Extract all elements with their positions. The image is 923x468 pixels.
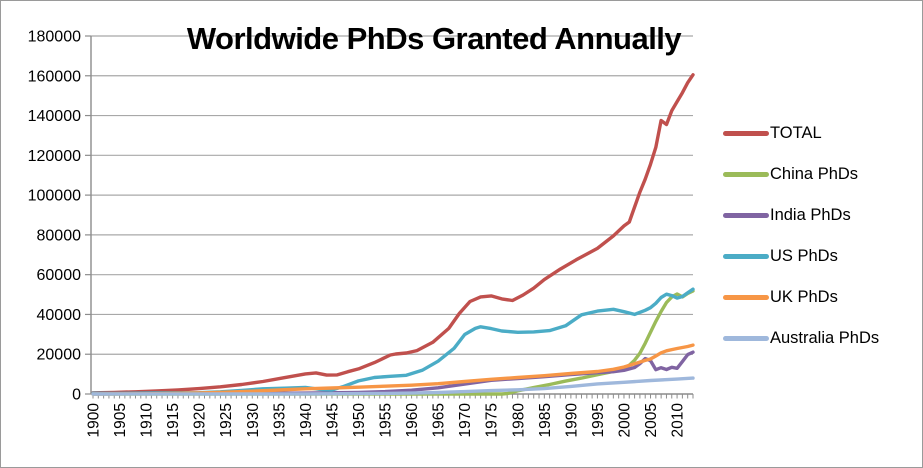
x-axis-tick-label: 2000 <box>616 403 633 438</box>
x-axis-tick-label: 1910 <box>139 403 156 438</box>
x-axis-tick-label: 1990 <box>563 403 580 438</box>
legend-swatch-uk-icon <box>723 295 769 300</box>
chart-title: Worldwide PhDs Granted Annually <box>186 21 682 56</box>
x-axis-tick-label: 1915 <box>165 403 182 437</box>
y-axis-tick-label: 180000 <box>28 29 81 46</box>
legend-label-us: US PhDs <box>770 247 838 265</box>
x-axis-tick-label: 1965 <box>431 403 448 437</box>
legend-label-total: TOTAL <box>770 124 822 142</box>
x-axis-tick-label: 1960 <box>404 403 421 438</box>
series-line-us-phds <box>91 287 695 396</box>
legend-label-china: China PhDs <box>770 165 859 183</box>
x-axis-tick-label: 1970 <box>457 403 474 438</box>
series-line-china-phds <box>91 289 695 396</box>
x-axis-tick-label: 2005 <box>643 403 660 437</box>
x-axis-tick-label: 1980 <box>510 403 527 438</box>
x-axis-tick-label: 1935 <box>271 403 288 437</box>
x-axis-tick-label: 2010 <box>670 403 687 438</box>
x-axis-tick-label: 1975 <box>484 403 501 437</box>
y-axis-tick-label: 160000 <box>28 68 81 85</box>
x-axis-tick-label: 1950 <box>351 403 368 438</box>
legend-label-uk: UK PhDs <box>770 288 838 306</box>
legend-label-india: India PhDs <box>770 206 851 224</box>
legend-swatch-india-icon <box>723 213 769 218</box>
legend-item-uk: UK PhDs <box>723 277 879 318</box>
legend-swatch-china-icon <box>723 172 769 177</box>
x-axis-tick-label: 1925 <box>218 403 235 437</box>
x-axis-tick-label: 1900 <box>86 403 103 438</box>
legend-item-india: India PhDs <box>723 195 879 236</box>
x-axis-tick-label: 1940 <box>298 403 315 438</box>
legend-item-china: China PhDs <box>723 154 879 195</box>
legend-item-total: TOTAL <box>723 113 879 154</box>
x-axis-tick-label: 1955 <box>378 403 395 437</box>
y-axis-tick-label: 40000 <box>37 307 82 324</box>
y-axis-tick-label: 0 <box>72 387 81 404</box>
series-line-total <box>91 73 695 395</box>
y-axis-tick-label: 20000 <box>37 347 82 364</box>
legend-label-australia: Australia PhDs <box>770 329 880 347</box>
legend-item-us: US PhDs <box>723 236 879 277</box>
legend-swatch-australia-icon <box>723 336 769 341</box>
series-line-australia-phds <box>91 376 695 396</box>
series-line-india-phds <box>91 350 695 396</box>
legend-swatch-total-icon <box>723 131 769 136</box>
y-axis-tick-label: 100000 <box>28 188 81 205</box>
x-axis-tick-label: 1945 <box>324 403 341 437</box>
series-line-uk-phds <box>91 343 695 396</box>
y-axis-tick-label: 120000 <box>28 148 81 165</box>
x-axis-tick-label: 1920 <box>192 403 209 438</box>
legend-item-australia: Australia PhDs <box>723 318 879 359</box>
legend-swatch-us-icon <box>723 254 769 259</box>
legend: TOTAL China PhDs India PhDs US PhDs UK P… <box>723 113 879 359</box>
x-axis-tick-label: 1930 <box>245 403 262 438</box>
y-axis-tick-label: 140000 <box>28 108 81 125</box>
y-axis-tick-label: 60000 <box>37 267 82 284</box>
x-axis-tick-label: 1995 <box>590 403 607 437</box>
x-axis-tick-label: 1985 <box>537 403 554 437</box>
y-axis-tick-label: 80000 <box>37 227 82 244</box>
x-axis-tick-label: 1905 <box>112 403 129 437</box>
